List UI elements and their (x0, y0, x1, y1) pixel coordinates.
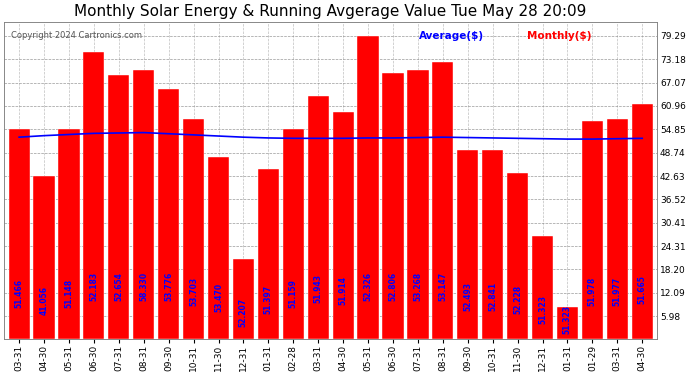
Bar (432, 62, 453, 339)
Title: Monthly Solar Energy & Running Avgerage Value Tue May 28 20:09: Monthly Solar Energy & Running Avgerage … (75, 4, 587, 19)
Text: 52.493: 52.493 (463, 282, 472, 310)
Text: 52.228: 52.228 (513, 285, 522, 314)
Text: Average($): Average($) (419, 31, 484, 41)
Text: 52.183: 52.183 (90, 272, 99, 301)
Bar (457, 150, 478, 339)
Bar (557, 306, 578, 339)
Bar (357, 36, 379, 339)
Bar (407, 69, 428, 339)
Bar (507, 173, 529, 339)
Text: Copyright 2024 Cartronics.com: Copyright 2024 Cartronics.com (11, 31, 141, 40)
Text: 41.056: 41.056 (39, 286, 48, 315)
Text: 53.470: 53.470 (214, 283, 223, 312)
Bar (308, 96, 329, 339)
Text: 51.323: 51.323 (538, 294, 547, 324)
Text: 51.977: 51.977 (613, 277, 622, 306)
Bar (208, 158, 229, 339)
Bar (183, 119, 204, 339)
Text: 51.466: 51.466 (14, 279, 23, 308)
Bar (532, 236, 553, 339)
Bar (33, 176, 55, 339)
Text: 53.703: 53.703 (189, 277, 198, 306)
Bar (258, 169, 279, 339)
Bar (158, 88, 179, 339)
Bar (8, 129, 30, 339)
Text: 51.943: 51.943 (314, 274, 323, 303)
Text: 51.323: 51.323 (563, 305, 572, 334)
Bar (582, 121, 603, 339)
Bar (133, 69, 155, 339)
Text: 52.841: 52.841 (489, 282, 497, 310)
Text: Monthly($): Monthly($) (526, 31, 591, 41)
Bar (59, 129, 79, 339)
Bar (333, 111, 354, 339)
Text: 53.268: 53.268 (413, 272, 422, 301)
Text: 51.978: 51.978 (588, 277, 597, 306)
Text: 51.914: 51.914 (339, 276, 348, 305)
Text: 52.326: 52.326 (364, 272, 373, 301)
Bar (233, 259, 254, 339)
Text: 52.207: 52.207 (239, 298, 248, 327)
Text: 51.397: 51.397 (264, 284, 273, 314)
Text: 58.330: 58.330 (139, 272, 148, 301)
Bar (482, 150, 503, 339)
Bar (108, 75, 130, 339)
Bar (83, 52, 104, 339)
Text: 52.806: 52.806 (388, 272, 397, 301)
Text: 51.148: 51.148 (64, 279, 73, 308)
Text: 51.159: 51.159 (289, 279, 298, 308)
Bar (631, 104, 653, 339)
Text: 52.654: 52.654 (115, 272, 124, 301)
Bar (283, 129, 304, 339)
Bar (382, 74, 404, 339)
Text: 53.147: 53.147 (438, 272, 447, 301)
Text: 51.665: 51.665 (638, 275, 647, 304)
Text: 53.776: 53.776 (164, 272, 173, 302)
Bar (607, 119, 628, 339)
